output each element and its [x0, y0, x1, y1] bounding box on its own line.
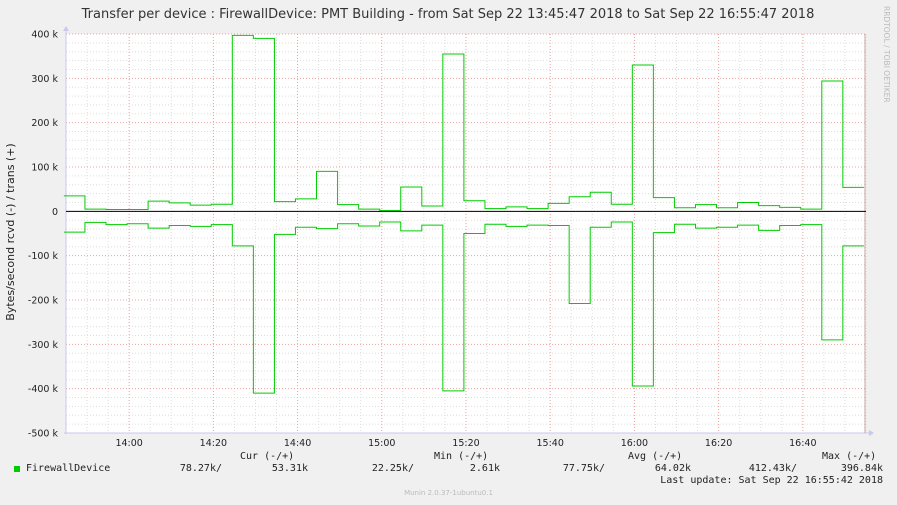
rrdtool-watermark: RRDTOOL / TOBI OETIKER: [882, 6, 891, 103]
y-tick-label: -300 k: [28, 340, 59, 351]
x-tick-label: 16:20: [705, 438, 732, 449]
x-axis-arrow: [869, 430, 874, 436]
legend-swatch: [14, 466, 20, 472]
last-update: Last update: Sat Sep 22 16:55:42 2018: [660, 475, 883, 486]
chart-title: Transfer per device : FirewallDevice: PM…: [81, 7, 815, 22]
y-axis-label: Bytes/second rcvd (-) / trans (+): [4, 143, 17, 320]
y-tick-label: 100 k: [31, 163, 58, 174]
y-tick-label: -200 k: [28, 296, 59, 307]
x-tick-label: 16:00: [621, 438, 648, 449]
legend-cur-minus: 78.27k/: [179, 463, 222, 474]
y-tick-label: 300 k: [31, 74, 58, 85]
y-tick-label: -500 k: [28, 429, 59, 440]
legend-header-max: Max (-/+): [822, 451, 877, 462]
axes: [63, 26, 874, 436]
legend-max-minus: 412.43k/: [748, 463, 797, 474]
legend-min-minus: 22.25k/: [371, 463, 414, 474]
x-tick-label: 15:20: [452, 438, 479, 449]
tick-labels: 400 k 300 k 200 k 100 k 0 -100 k -200 k -300 k -…: [28, 30, 817, 450]
legend-header-min: Min (-/+): [434, 451, 489, 462]
y-tick-label: -400 k: [28, 384, 59, 395]
legend-max-plus: 396.84k: [840, 463, 883, 474]
legend-header-avg: Avg (-/+): [628, 451, 683, 462]
x-tick-label: 14:00: [115, 438, 142, 449]
y-axis-arrow: [63, 26, 69, 31]
x-tick-label: 14:20: [200, 438, 227, 449]
y-tick-label: 400 k: [31, 30, 58, 41]
legend-cur-plus: 53.31k: [271, 463, 308, 474]
legend-avg-minus: 77.75k/: [562, 463, 605, 474]
series-lines: [63, 34, 864, 394]
x-tick-label: 15:40: [537, 438, 564, 449]
series-line-rcvd: [63, 221, 864, 394]
series-line-trans: [63, 34, 864, 211]
x-tick-label: 16:40: [789, 438, 816, 449]
x-tick-label: 14:40: [284, 438, 311, 449]
legend-min-plus: 2.61k: [469, 463, 500, 474]
grid: [65, 33, 867, 434]
y-tick-label: -100 k: [28, 251, 59, 262]
y-tick-label: 0: [52, 207, 58, 218]
legend-avg-plus: 64.02k: [654, 463, 691, 474]
legend-series-label: FirewallDevice: [26, 463, 111, 474]
legend-header-cur: Cur (-/+): [240, 451, 295, 462]
x-tick-label: 15:00: [368, 438, 395, 449]
y-tick-label: 200 k: [31, 118, 58, 129]
footer-version: Munin 2.0.37-1ubuntu0.1: [404, 489, 493, 497]
